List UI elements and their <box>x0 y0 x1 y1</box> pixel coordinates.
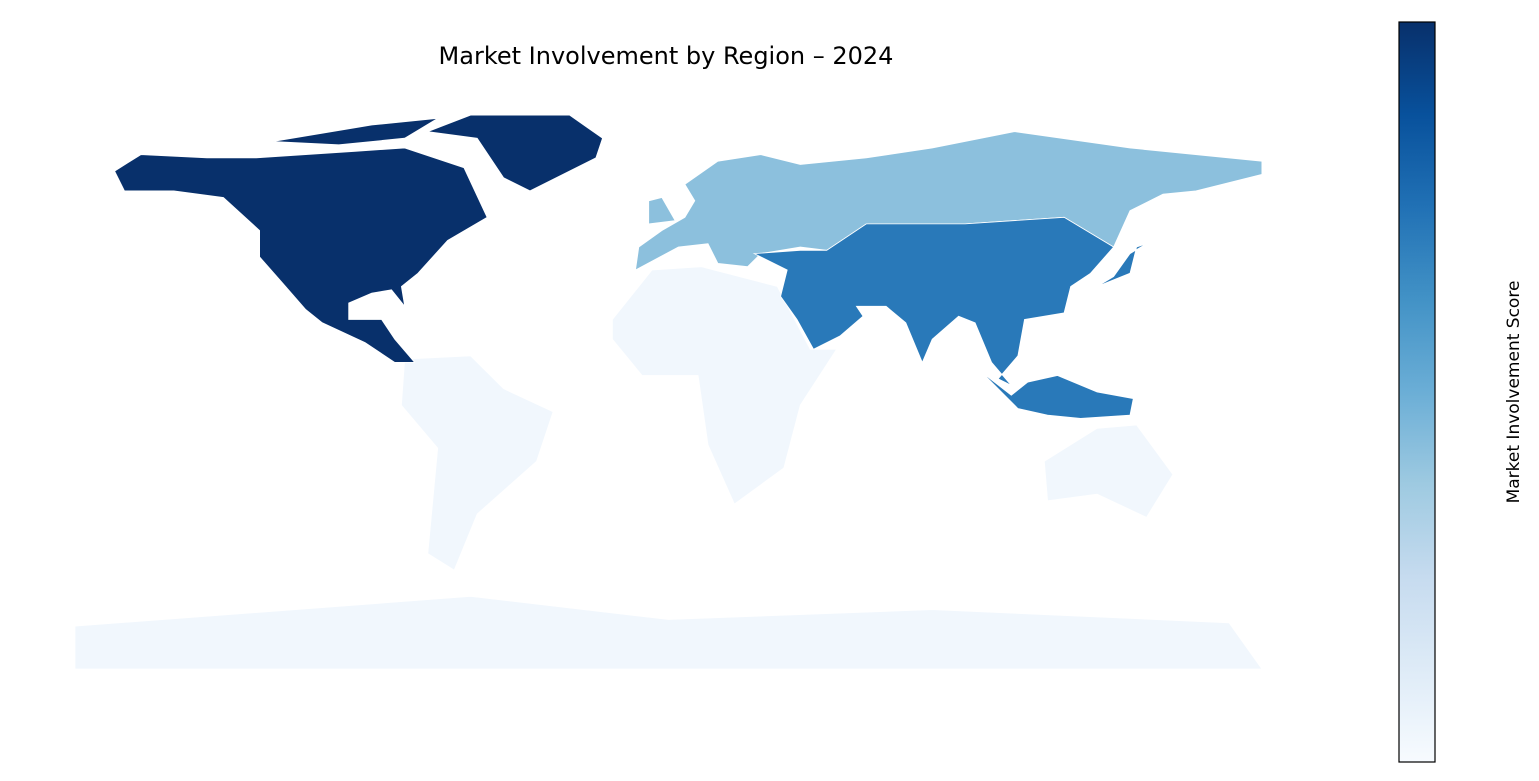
map-regions <box>74 114 1263 670</box>
colorbar <box>1398 21 1436 763</box>
region <box>400 355 554 571</box>
region <box>114 147 488 363</box>
region <box>612 266 838 505</box>
region <box>1096 243 1147 287</box>
region <box>981 371 1134 419</box>
region <box>272 118 438 146</box>
map-title: Market Involvement by Region – 2024 <box>439 42 894 70</box>
region <box>427 114 603 192</box>
colorbar-label: Market Involvement Score <box>1504 281 1524 504</box>
region <box>752 216 1115 386</box>
region <box>648 197 676 225</box>
region <box>74 595 1263 670</box>
region <box>1043 424 1174 518</box>
